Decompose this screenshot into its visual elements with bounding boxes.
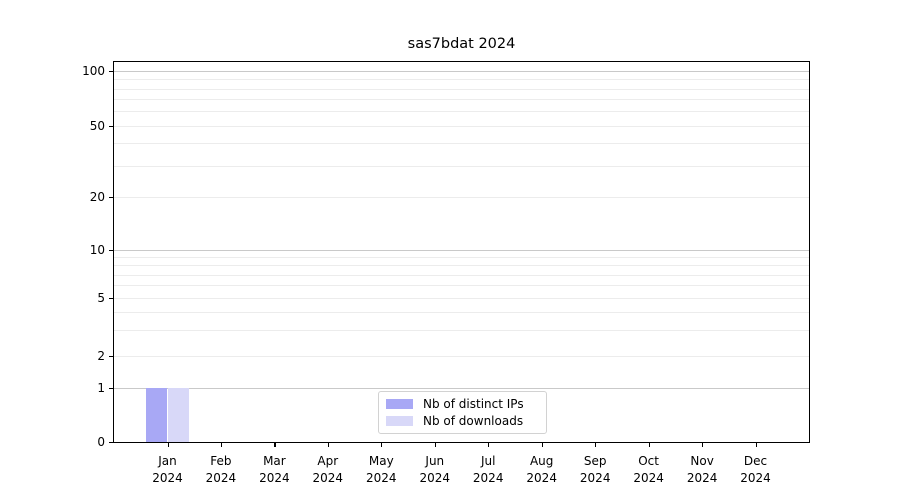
y-tick-mark-20	[109, 197, 114, 199]
gridline-major-10	[114, 250, 809, 251]
x-tick-mark-feb-2024	[220, 442, 223, 447]
legend-label-distinct-ips: Nb of distinct IPs	[423, 397, 524, 411]
y-tick-label-2: 2	[97, 348, 105, 363]
x-tick-label-jul-2024: Jul 2024	[472, 454, 504, 486]
x-tick-label-mar-2024: Mar 2024	[259, 454, 290, 486]
x-tick-mark-dec-2024	[755, 442, 757, 447]
y-tick-label-10: 10	[89, 243, 105, 257]
y-tick-mark-50	[109, 125, 114, 127]
x-tick-label-dec-2024: Dec 2024	[740, 454, 771, 486]
x-tick-label-jun-2024: Jun 2024	[419, 454, 451, 486]
gridline-minor-7	[114, 274, 809, 276]
gridline-minor-90	[114, 79, 809, 81]
x-tick-label-sep-2024: Sep 2024	[579, 454, 611, 486]
x-tick-mark-oct-2024	[648, 442, 650, 447]
y-tick-mark-100	[109, 71, 114, 73]
gridline-minor-5	[114, 297, 809, 299]
legend-swatch-downloads	[386, 416, 413, 426]
gridline-minor-3	[114, 329, 809, 331]
x-tick-mark-nov-2024	[702, 442, 704, 447]
y-tick-label-1: 1	[97, 381, 105, 396]
y-tick-mark-0	[109, 442, 114, 444]
y-tick-label-20: 20	[89, 190, 105, 205]
bar-nb-of-downloads-jan-2024	[167, 388, 189, 442]
gridline-minor-60	[114, 111, 809, 113]
gridline-minor-4	[114, 311, 809, 313]
gridline-minor-70	[114, 99, 809, 101]
y-tick-mark-5	[109, 297, 114, 299]
x-tick-label-may-2024: May 2024	[366, 454, 397, 486]
gridline-minor-20	[114, 197, 809, 199]
legend-label-downloads: Nb of downloads	[423, 414, 524, 428]
gridline-minor-30	[114, 165, 809, 167]
chart-title: sas7bdat 2024	[407, 36, 516, 52]
x-tick-label-nov-2024: Nov 2024	[686, 454, 718, 486]
y-tick-label-0: 0	[97, 435, 105, 449]
y-tick-label-100: 100	[82, 64, 105, 78]
plot-area: 0 1 2 5 10 20 50 100 Jan 2024 Feb 2024 Mar 2024 Apr…	[82, 61, 810, 485]
y-tick-mark-10	[109, 250, 114, 252]
x-tick-label-apr-2024: Apr 2024	[312, 454, 344, 486]
x-tick-mark-jul-2024	[488, 442, 490, 447]
x-tick-mark-aug-2024	[541, 442, 543, 447]
legend: Nb of distinct IPs Nb of downloads	[378, 391, 547, 434]
x-tick-label-jan-2024: Jan 2024	[152, 454, 183, 486]
x-tick-mark-sep-2024	[595, 442, 597, 447]
x-tick-mark-apr-2024	[327, 442, 329, 447]
x-tick-mark-may-2024	[381, 442, 383, 447]
y-tick-mark-1	[109, 388, 114, 390]
gridline-major-1	[114, 388, 809, 390]
gridline-minor-6	[114, 285, 809, 287]
y-tick-mark-2	[109, 355, 114, 357]
legend-swatch-distinct-ips	[386, 399, 413, 409]
y-tick-label-50: 50	[89, 118, 105, 133]
gridline-minor-2	[114, 355, 809, 357]
x-tick-label-oct-2024: Oct 2024	[633, 454, 664, 486]
x-tick-mark-jan-2024	[167, 442, 169, 447]
gridline-minor-9	[114, 257, 809, 259]
gridline-minor-40	[114, 143, 809, 145]
y-tick-label-5: 5	[97, 290, 105, 305]
bar-nb-of-distinct-ips-jan-2024	[146, 388, 168, 442]
gridline-major-100	[114, 71, 809, 72]
gridline-minor-8	[114, 265, 809, 267]
gridline-minor-50	[114, 125, 809, 127]
gridline-minor-80	[114, 88, 809, 90]
x-tick-mark-jun-2024	[434, 442, 436, 447]
legend-item-distinct-ips: Nb of distinct IPs	[386, 397, 546, 411]
x-tick-label-aug-2024: Aug 2024	[526, 454, 557, 486]
legend-item-downloads: Nb of downloads	[386, 414, 546, 428]
x-tick-mark-mar-2024	[274, 442, 276, 447]
x-tick-label-feb-2024: Feb 2024	[205, 454, 237, 486]
